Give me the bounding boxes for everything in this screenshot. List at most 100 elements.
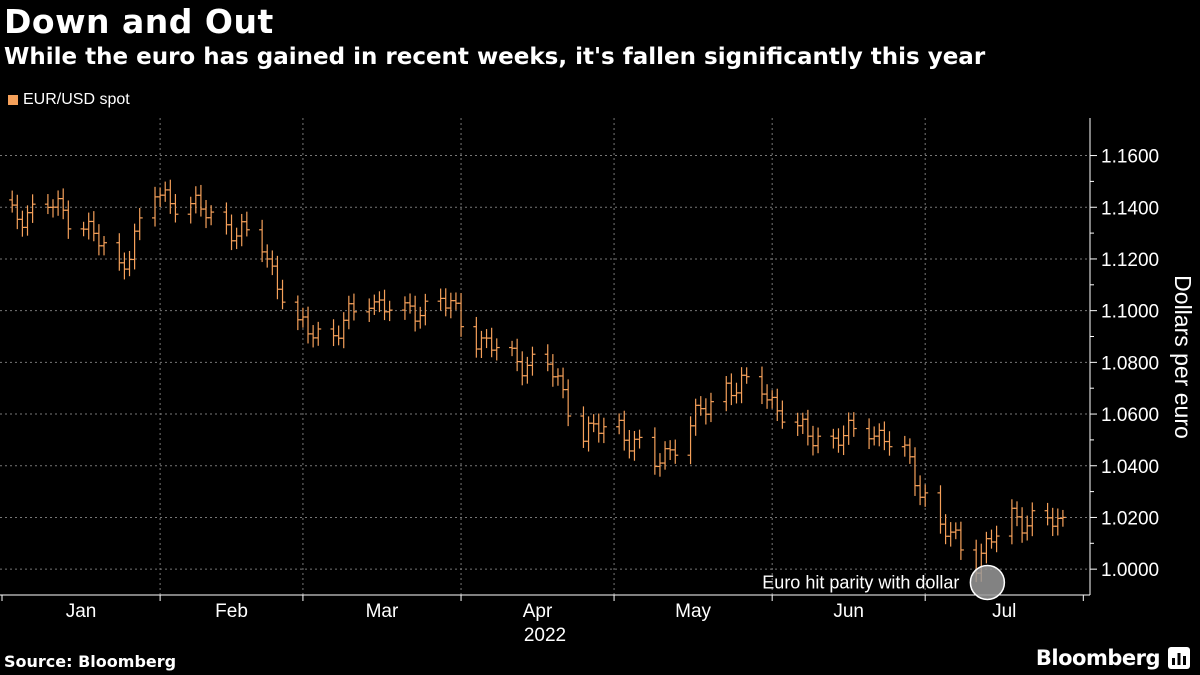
ohlc-bar <box>473 316 480 358</box>
ohlc-bar <box>692 398 699 436</box>
ohlc-bar <box>483 329 490 349</box>
ohlc-bar <box>774 388 781 421</box>
ohlc-bar <box>452 292 459 310</box>
ohlc-bar <box>906 438 913 464</box>
ohlc-bar <box>44 194 51 215</box>
ohlc-bar <box>310 325 317 348</box>
ohlc-bar <box>901 435 908 457</box>
x-month-label: Jan <box>66 601 97 622</box>
ohlc-bar <box>350 293 357 321</box>
ohlc-bar <box>957 521 964 560</box>
x-month-label: Apr <box>523 601 553 622</box>
y-tick-label: 1.0400 <box>1101 457 1159 478</box>
ohlc-bar <box>738 367 745 404</box>
ohlc-bar <box>769 390 776 409</box>
ohlc-bar <box>381 289 388 321</box>
ohlc-bar <box>19 210 26 237</box>
ohlc-bar <box>794 412 801 436</box>
ohlc-bar <box>386 300 393 322</box>
x-month-label: Mar <box>366 601 399 622</box>
ohlc-bar <box>121 252 128 280</box>
ohlc-bar <box>764 384 771 409</box>
ohlc-bar <box>850 412 857 437</box>
ohlc-bar <box>656 453 663 477</box>
ohlc-bar <box>203 200 210 229</box>
ohlc-bar <box>809 425 816 456</box>
ohlc-bar <box>662 441 669 470</box>
ohlc-bar <box>514 338 521 372</box>
ohlc-bar <box>580 406 587 448</box>
ohlc-bar <box>560 367 567 399</box>
ohlc-bar <box>590 414 597 433</box>
y-tick-label: 1.0600 <box>1101 405 1159 426</box>
ohlc-bar <box>886 431 893 456</box>
ohlc-bar <box>799 412 806 434</box>
ohlc-bar <box>947 522 954 547</box>
ohlc-bar <box>85 212 92 240</box>
ohlc-bar <box>279 279 286 310</box>
ohlc-bar <box>549 354 556 387</box>
brand-name: Bloomberg <box>1035 646 1161 670</box>
ohlc-bar <box>493 338 500 361</box>
ohlc-bar <box>804 409 811 446</box>
ohlc-bar <box>845 412 852 445</box>
ohlc-bar <box>335 325 342 346</box>
ohlc-bar <box>488 327 495 358</box>
ohlc-bar <box>90 211 97 242</box>
ohlc-bar <box>437 288 444 311</box>
ohlc-bar <box>993 525 1000 553</box>
ohlc-bar <box>95 224 102 256</box>
ohlc-bar <box>371 294 378 315</box>
ohlc-bar <box>274 255 281 300</box>
x-month-label: Jul <box>992 601 1016 622</box>
ohlc-bar <box>264 244 271 268</box>
ohlc-bar <box>345 295 352 330</box>
x-month-label: Feb <box>215 601 248 622</box>
ohlc-bar <box>422 293 429 326</box>
ohlc-bar <box>733 382 740 404</box>
ohlc-bar <box>1059 509 1066 527</box>
ohlc-bar <box>228 214 235 251</box>
ohlc-bar <box>315 321 322 346</box>
ohlc-bar <box>101 236 108 256</box>
ohlc-bar <box>55 190 62 216</box>
ohlc-bar <box>509 340 516 357</box>
x-year-label: 2022 <box>524 625 566 646</box>
ohlc-bar <box>942 514 949 545</box>
ohlc-bar <box>197 184 204 217</box>
x-month-label: May <box>675 601 711 622</box>
ohlc-bar <box>728 373 735 406</box>
ohlc-bar <box>376 291 383 313</box>
ohlc-bar <box>330 319 337 347</box>
ohlc-bar <box>881 421 888 451</box>
ohlc-bar <box>417 306 424 329</box>
ohlc-bar <box>80 221 87 237</box>
ohlc-bar <box>952 522 959 540</box>
ohlc-bar <box>687 416 694 465</box>
ohlc-bar <box>14 194 21 230</box>
brand: Bloomberg <box>1036 646 1190 670</box>
y-tick-label: 1.1000 <box>1101 302 1159 323</box>
ohlc-bar <box>50 199 57 218</box>
ohlc-bar <box>269 250 276 276</box>
ohlc-bar <box>458 293 465 337</box>
ohlc-bar <box>172 194 179 223</box>
ohlc-bar <box>447 292 454 319</box>
y-tick-label: 1.1200 <box>1101 250 1159 271</box>
ohlc-bar <box>911 447 918 496</box>
ohlc-bar <box>1019 507 1026 543</box>
ohlc-bar <box>1029 502 1036 537</box>
ohlc-bar <box>152 186 159 227</box>
ohlc-bar <box>779 400 786 429</box>
ohlc-bar <box>162 181 169 202</box>
ohlc-bar <box>702 398 709 425</box>
y-tick-label: 1.1400 <box>1101 198 1159 219</box>
y-axis-title: Dollars per euro <box>1170 275 1196 439</box>
ohlc-bar <box>24 205 31 236</box>
ohlc-bar <box>126 250 133 277</box>
ohlc-bar <box>983 531 990 564</box>
ohlc-bar <box>60 188 67 220</box>
ohlc-bar <box>1008 499 1015 545</box>
parity-marker <box>969 564 1006 601</box>
